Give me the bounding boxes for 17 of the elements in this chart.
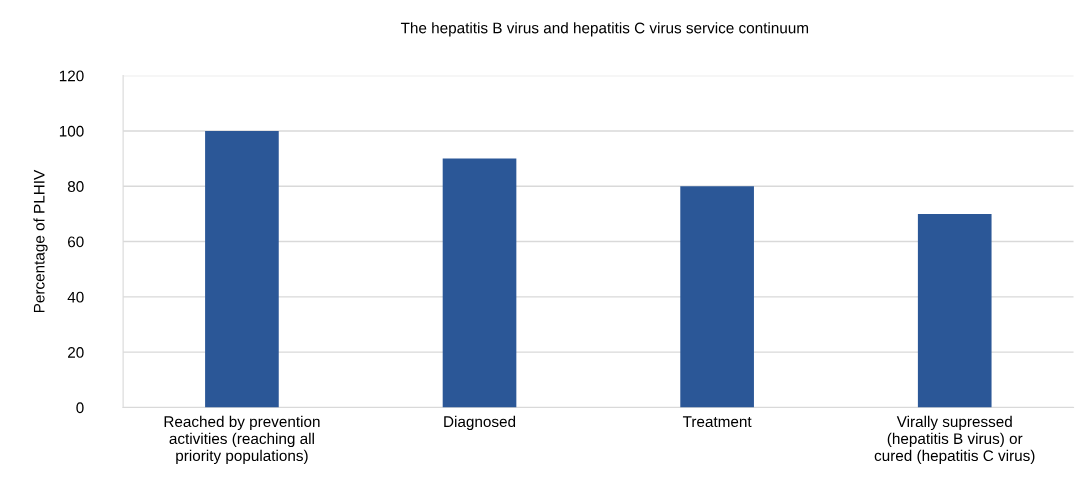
- x-tick-label: Treatment: [682, 416, 752, 428]
- bar: [442, 158, 517, 408]
- y-tick-label: 80: [67, 181, 84, 192]
- y-tick-label: 60: [68, 236, 84, 248]
- chart-title: The hepatitis B virus and hepatitis C virus service continuum: [400, 22, 809, 37]
- y-tick-label: 100: [59, 125, 84, 137]
- bar: [205, 130, 279, 408]
- y-axis-title: Percentage of PLHIV: [33, 169, 48, 313]
- x-tick-label: Diagnosed: [444, 415, 516, 431]
- bar: [680, 186, 754, 408]
- bar: [917, 213, 992, 408]
- y-tick-label: 0: [76, 402, 84, 414]
- x-tick-label: Virally supressed (hepatitis B virus) or cured (hepatitis C virus): [874, 415, 1035, 465]
- x-tick-label: Reached by prevention activities (reaching all priority populations): [164, 415, 320, 465]
- y-tick-label: 20: [68, 347, 84, 358]
- y-tick-label: 120: [59, 70, 84, 82]
- y-tick-label: 40: [67, 291, 84, 303]
